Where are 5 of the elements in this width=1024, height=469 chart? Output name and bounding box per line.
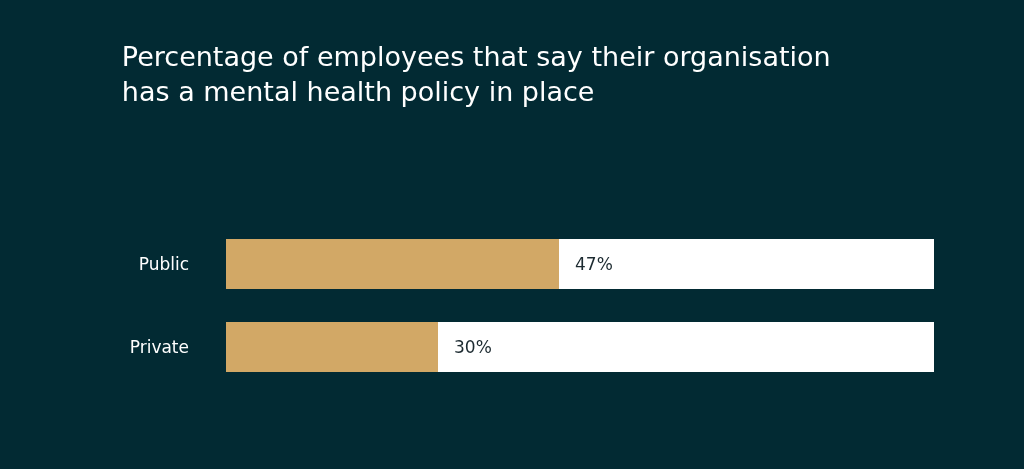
data-label: 30% bbox=[454, 337, 492, 357]
data-label: 47% bbox=[575, 254, 613, 274]
chart-title: Percentage of employees that say their organisation has a mental health policy in place bbox=[121, 40, 831, 107]
y-tick-label: Private bbox=[129, 337, 189, 358]
y-tick-label: Public bbox=[138, 253, 189, 274]
